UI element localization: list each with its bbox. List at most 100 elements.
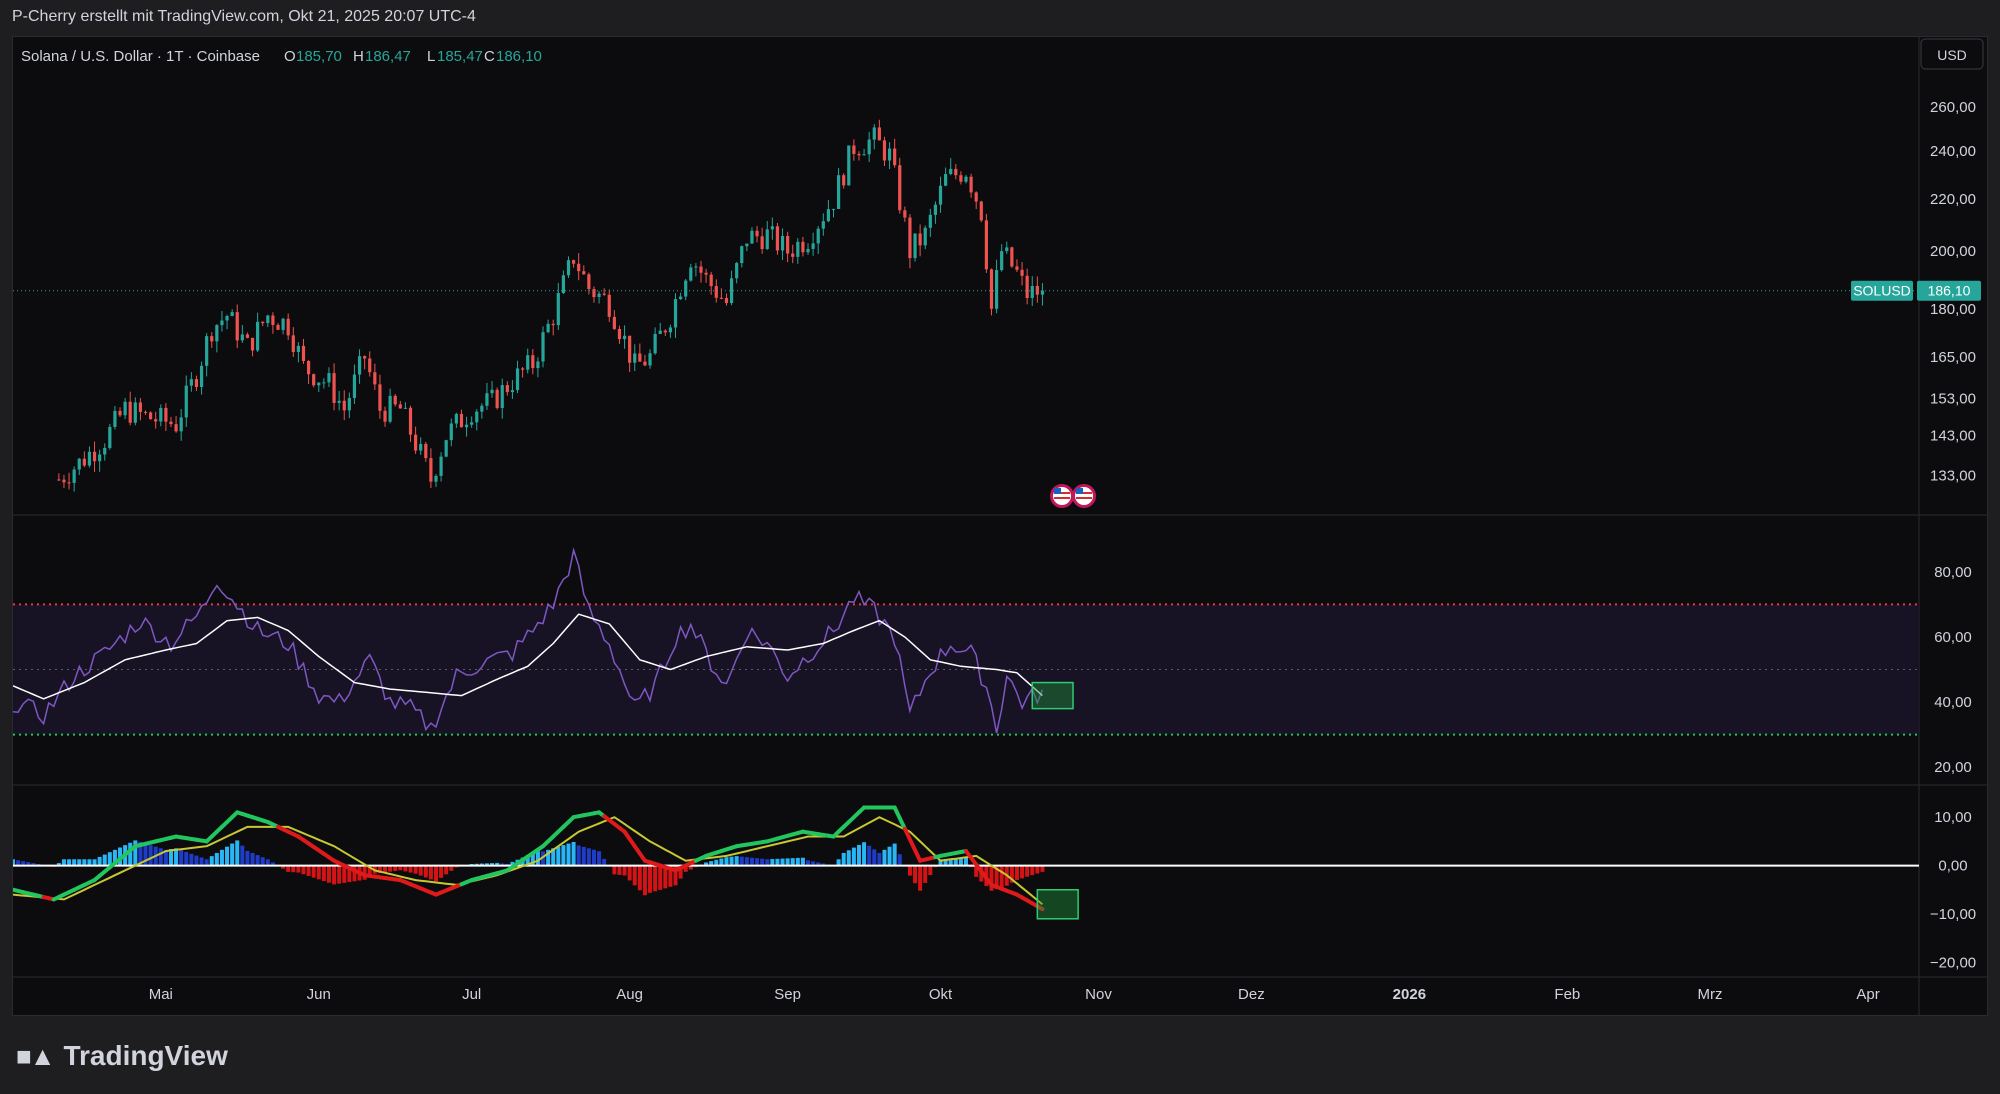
candle-body bbox=[103, 447, 107, 455]
macd-histogram-bar bbox=[704, 862, 709, 866]
candle bbox=[582, 265, 586, 275]
chart-canvas[interactable]: 260,00 240,00 220,00 200,00 180,00 165,00 153,… bbox=[11, 37, 1987, 1015]
macd-histogram-bar bbox=[388, 865, 393, 872]
candle bbox=[974, 191, 978, 210]
candle-body bbox=[521, 368, 525, 370]
candle bbox=[154, 411, 158, 429]
candle bbox=[836, 168, 841, 210]
candle-body bbox=[699, 266, 703, 273]
macd-histogram-bar bbox=[393, 865, 398, 871]
candle bbox=[893, 138, 897, 168]
candle-body bbox=[811, 243, 815, 249]
us-flag-icon[interactable] bbox=[1050, 484, 1074, 508]
time-tick-label: Jul bbox=[462, 986, 481, 1003]
macd-histogram-bar bbox=[530, 853, 535, 866]
candle-body bbox=[383, 410, 387, 422]
macd-histogram-bar bbox=[67, 859, 72, 866]
candle-body bbox=[306, 360, 311, 375]
macd-histogram-bar bbox=[306, 865, 311, 876]
macd-histogram-bar bbox=[913, 865, 918, 884]
macd-histogram-bar bbox=[255, 855, 260, 866]
candle-body bbox=[847, 145, 851, 186]
candle-body bbox=[653, 333, 657, 354]
macd-histogram-bar bbox=[597, 851, 602, 866]
macd-histogram-bar bbox=[1020, 865, 1025, 879]
macd-line-segment bbox=[1035, 904, 1045, 912]
candle bbox=[500, 378, 504, 419]
candle-body bbox=[138, 402, 143, 412]
candle bbox=[949, 158, 953, 176]
price-tick-label: 200,00 bbox=[1930, 243, 1976, 260]
candle bbox=[719, 288, 723, 300]
macd-histogram-bar bbox=[112, 849, 117, 866]
candle bbox=[1015, 259, 1019, 272]
macd-histogram-bar bbox=[1035, 865, 1040, 874]
candle bbox=[475, 409, 479, 431]
candle bbox=[77, 457, 81, 476]
macd-histogram-bar bbox=[964, 857, 968, 866]
price-tick-label: 133,00 bbox=[1930, 467, 1976, 484]
candle bbox=[67, 472, 71, 490]
currency-button[interactable]: USD bbox=[1937, 47, 1967, 63]
candle bbox=[57, 473, 61, 481]
macd-histogram-bar bbox=[994, 865, 999, 890]
symbol-title[interactable]: Solana / U.S. Dollar · 1T · Coinbase bbox=[21, 48, 260, 65]
macd-histogram-bar bbox=[97, 856, 102, 866]
price-tick-label: 220,00 bbox=[1930, 191, 1976, 208]
macd-histogram-bar bbox=[581, 846, 586, 866]
candle bbox=[179, 409, 183, 441]
candle-body bbox=[887, 148, 892, 161]
macd-histogram-bar bbox=[760, 858, 765, 866]
candle-body bbox=[673, 299, 678, 328]
candle-body bbox=[317, 382, 321, 386]
macd-tick-label: −10,00 bbox=[1930, 906, 1976, 923]
macd-histogram-bar bbox=[678, 865, 683, 879]
candle-body bbox=[877, 127, 881, 141]
candle bbox=[709, 271, 713, 295]
macd-histogram-bar bbox=[143, 843, 148, 866]
macd-histogram-bar bbox=[637, 865, 642, 891]
candle-body bbox=[230, 312, 234, 317]
candle-body bbox=[169, 421, 173, 425]
price-tick-label: 240,00 bbox=[1930, 143, 1976, 160]
candle-body bbox=[806, 248, 810, 253]
candle-body bbox=[291, 335, 295, 352]
candle-body bbox=[143, 411, 148, 413]
candle-body bbox=[979, 201, 983, 221]
candle-body bbox=[913, 233, 917, 259]
macd-histogram-bar bbox=[688, 865, 693, 870]
candle bbox=[1030, 276, 1034, 306]
event-markers[interactable] bbox=[1050, 484, 1096, 508]
candle bbox=[796, 238, 800, 264]
candle bbox=[306, 360, 311, 384]
tradingview-logo[interactable]: ■▲ TradingView bbox=[16, 1038, 228, 1074]
candle bbox=[694, 263, 698, 277]
candle-body bbox=[398, 404, 402, 409]
macd-histogram-bar bbox=[821, 863, 826, 866]
candle bbox=[984, 213, 988, 273]
macd-histogram-bar bbox=[398, 865, 403, 871]
candle-body bbox=[459, 413, 464, 428]
time-tick-label: Mrz bbox=[1698, 986, 1723, 1003]
candle-body bbox=[831, 208, 836, 210]
currency-button-frame[interactable] bbox=[1920, 38, 1984, 70]
candle-body bbox=[617, 328, 622, 340]
candle bbox=[561, 270, 565, 294]
macd-histogram-bar bbox=[367, 865, 372, 877]
candle bbox=[434, 474, 438, 488]
candle-body bbox=[903, 210, 907, 218]
macd-histogram-bar bbox=[209, 856, 214, 866]
macd-histogram-bar bbox=[673, 865, 678, 886]
us-flag-icon[interactable] bbox=[1072, 484, 1096, 508]
candle-body bbox=[526, 355, 530, 370]
candle-body bbox=[597, 293, 601, 298]
macd-histogram-bar bbox=[342, 865, 347, 883]
macd-histogram-bar bbox=[806, 860, 811, 866]
candle-body bbox=[816, 228, 820, 244]
macd-histogram-bar bbox=[82, 859, 87, 866]
candle bbox=[62, 474, 66, 488]
candle-body bbox=[602, 293, 606, 295]
candle-body bbox=[587, 274, 591, 290]
candle-body bbox=[464, 424, 469, 428]
macd-histogram-bar bbox=[591, 849, 596, 866]
